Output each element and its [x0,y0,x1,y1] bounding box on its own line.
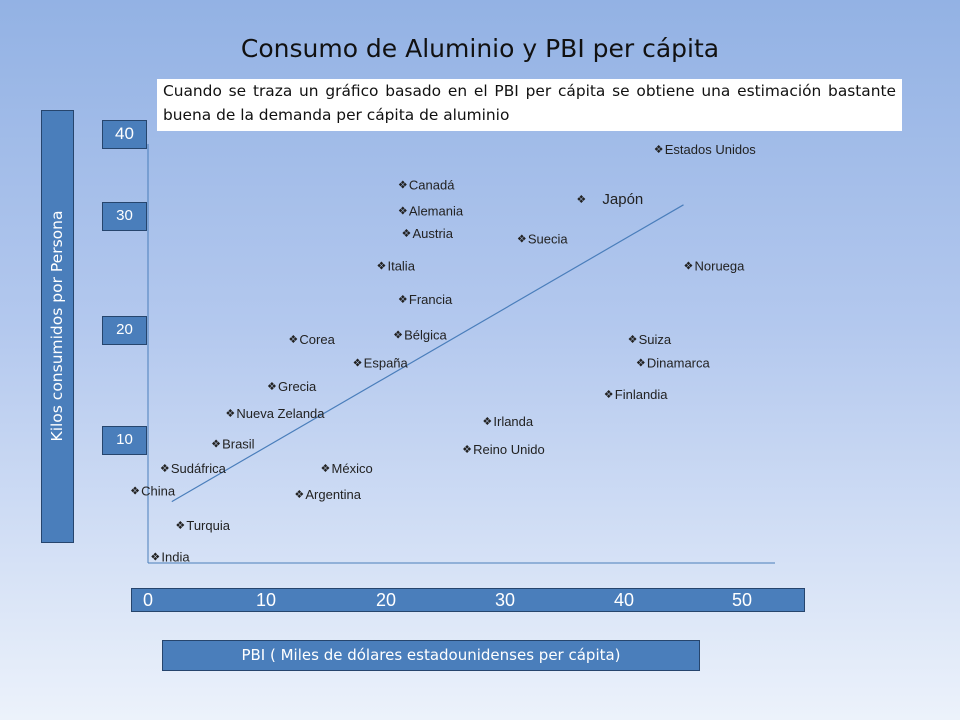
point-marker: ❖ [482,416,492,428]
chart-title: Consumo de Aluminio y PBI per cápita [240,34,720,63]
point-alemania: ❖ Alemania [398,203,464,218]
point-marker: ❖ [175,520,185,532]
point-suiza: ❖ Suiza [628,332,672,347]
point-label: México [332,461,373,476]
point-marker: ❖ [211,438,221,450]
point-marker: ❖ [398,294,408,306]
y-tick-20: 20 [102,316,147,345]
point-marker: ❖ [401,228,411,240]
point-label: Noruega [695,258,746,273]
point-label: Nueva Zelanda [236,406,325,421]
point-china: ❖ China [130,483,176,498]
point-marker: ❖ [130,485,140,497]
point-espana: ❖ España [353,356,409,371]
point-reino-unido: ❖ Reino Unido [462,442,545,457]
point-marker: ❖ [160,463,170,475]
x-tick-40: 40 [613,590,635,610]
point-marker: ❖ [288,334,298,346]
point-turquia: ❖ Turquia [175,518,230,533]
point-sudafrica: ❖ Sudáfrica [160,461,227,476]
point-marker: ❖ [517,233,527,245]
x-tick-10: 10 [255,590,277,610]
point-label: Italia [387,258,415,273]
point-label: Estados Unidos [665,142,757,157]
point-nueva-zelanda: ❖ Nueva Zelanda [225,406,325,421]
point-francia: ❖ Francia [398,292,453,307]
point-irlanda: ❖ Irlanda [482,414,534,429]
trend-line [171,204,684,503]
point-india: ❖ India [150,549,190,564]
point-marker: ❖ [294,489,304,501]
point-marker: ❖ [604,389,614,401]
point-label: Suecia [528,231,569,246]
y-axis-label-box [41,110,74,543]
point-marker: ❖ [353,358,363,370]
point-mexico: ❖ México [321,461,373,476]
y-tick-40: 40 [102,120,147,149]
point-label: España [364,356,409,371]
point-marker: ❖ [398,180,408,192]
point-label: Turquia [186,518,230,533]
point-marker: ❖ [150,551,160,563]
point-marker: ❖ [684,260,694,272]
point-label: Sudáfrica [171,461,227,476]
point-marker: ❖ [636,358,646,370]
point-marker: ❖ [654,144,664,156]
point-corea: ❖ Corea [288,332,335,347]
point-label: India [161,549,190,564]
point-marker: ❖ [393,330,403,342]
x-tick-30: 30 [494,590,516,610]
x-tick-20: 20 [375,590,397,610]
point-label: Alemania [409,203,464,218]
point-italia: ❖ Italia [376,258,415,273]
point-marker: ❖ [267,381,277,393]
point-suecia: ❖ Suecia [517,231,569,246]
point-label: Austria [412,226,453,241]
y-tick-10: 10 [102,426,147,455]
point-marker: ❖ [376,260,386,272]
point-label: Dinamarca [647,356,711,371]
point-label: Argentina [305,487,361,502]
point-austria: ❖ Austria [401,226,453,241]
point-marker: ❖ [628,334,638,346]
x-tick-50: 50 [731,590,753,610]
point-label: Corea [299,332,335,347]
point-dinamarca: ❖ Dinamarca [636,356,711,371]
point-marker: ❖ [321,463,331,475]
point-label: Irlanda [493,414,534,429]
point-marker: ❖ [225,408,235,420]
point-label: Grecia [278,379,317,394]
point-label: Japón [602,191,643,208]
point-label: Canadá [409,178,455,193]
point-label: Bélgica [404,328,447,343]
point-marker: ❖ [398,205,408,217]
point-marker: ❖ [462,444,472,456]
data-points: ❖ Estados Unidos❖ Canadá❖ Japón❖ Alemania❖ Au… [130,142,756,565]
point-belgica: ❖ Bélgica [393,328,447,343]
point-marker: ❖ [576,194,586,206]
point-label: Brasil [222,436,255,451]
point-label: Suiza [639,332,672,347]
chart-subtitle: Cuando se traza un gráfico basado en el … [157,79,902,131]
y-tick-30: 30 [102,202,147,231]
point-estados-unidos: ❖ Estados Unidos [654,142,757,157]
point-noruega: ❖ Noruega [684,258,746,273]
point-finlandia: ❖ Finlandia [604,387,669,402]
point-label: Francia [409,292,453,307]
point-argentina: ❖ Argentina [294,487,361,502]
point-label: Finlandia [615,387,669,402]
x-axis-tick-box [131,588,805,612]
point-canada: ❖ Canadá [398,178,455,193]
point-label: China [141,483,176,498]
x-axis-label: PBI ( Miles de dólares estadounidenses p… [162,640,700,671]
x-tick-0: 0 [142,590,154,610]
point-grecia: ❖ Grecia [267,379,317,394]
point-label: Reino Unido [473,442,545,457]
point-japon: ❖ Japón [576,191,643,208]
point-brasil: ❖ Brasil [211,436,255,451]
